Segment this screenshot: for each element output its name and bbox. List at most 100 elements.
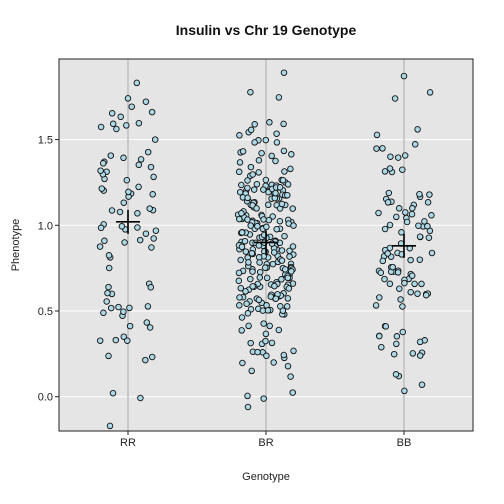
data-point: [97, 167, 104, 174]
data-point: [283, 303, 291, 310]
data-point: [98, 185, 106, 192]
data-point: [117, 113, 124, 121]
data-point: [263, 352, 270, 360]
data-point: [262, 337, 269, 345]
data-point: [403, 218, 411, 226]
data-point: [426, 191, 433, 198]
data-point: [152, 227, 160, 234]
data-point: [247, 126, 255, 134]
data-point: [245, 322, 252, 330]
data-point: [281, 266, 289, 273]
data-point: [254, 222, 261, 230]
data-point: [149, 191, 156, 198]
data-point: [268, 339, 276, 347]
data-point: [238, 181, 245, 189]
data-point: [393, 340, 400, 348]
data-point: [144, 148, 152, 156]
data-point: [265, 216, 273, 224]
data-point: [289, 389, 296, 396]
points: [96, 69, 436, 430]
data-point: [120, 199, 128, 206]
data-point: [381, 275, 388, 283]
data-point: [99, 160, 107, 167]
data-point: [255, 296, 263, 304]
x-tick-label: RR: [120, 437, 136, 449]
data-point: [289, 243, 297, 250]
data-point: [373, 145, 380, 152]
data-point: [284, 181, 292, 188]
data-point: [265, 201, 272, 209]
data-point: [386, 280, 394, 288]
data-point: [107, 304, 115, 312]
data-point: [272, 189, 279, 197]
data-point: [143, 319, 151, 326]
data-point: [398, 229, 405, 236]
data-point: [286, 253, 293, 260]
data-point: [275, 326, 283, 334]
data-point: [135, 161, 143, 169]
data-point: [239, 148, 247, 155]
data-point: [424, 199, 432, 206]
data-point: [236, 294, 243, 301]
data-point: [416, 190, 423, 198]
data-point: [424, 222, 431, 230]
data-point: [263, 223, 270, 231]
data-point: [245, 259, 252, 266]
data-point: [105, 252, 113, 259]
data-point: [123, 176, 131, 184]
data-point: [416, 338, 424, 346]
data-point: [408, 272, 416, 279]
data-point: [248, 367, 255, 375]
data-point: [416, 352, 424, 359]
data-point: [411, 280, 418, 288]
data-point: [260, 395, 267, 402]
y-axis: 0.0 0.5 1.0 1.5: [38, 135, 59, 404]
data-point: [241, 237, 249, 245]
data-point: [378, 343, 385, 351]
data-point: [249, 268, 256, 275]
data-point: [278, 276, 285, 283]
data-point: [418, 280, 425, 288]
data-point: [284, 295, 292, 302]
data-point: [254, 348, 261, 356]
data-point: [124, 95, 132, 102]
data-point: [278, 200, 286, 208]
data-point: [387, 153, 394, 160]
data-point: [255, 169, 262, 176]
data-point: [409, 205, 416, 212]
data-point: [253, 205, 260, 212]
data-point: [235, 269, 243, 277]
data-point: [262, 136, 270, 144]
data-point: [416, 256, 424, 263]
data-point: [238, 327, 245, 334]
data-point: [393, 333, 401, 340]
x-axis-label: Genotype: [242, 471, 290, 483]
data-point: [269, 213, 276, 220]
data-point: [147, 284, 155, 291]
data-point: [386, 165, 394, 172]
data-point: [242, 248, 250, 255]
data-point: [284, 191, 291, 199]
data-point: [120, 333, 128, 340]
data-point: [428, 249, 436, 257]
data-point: [104, 289, 111, 297]
data-point: [397, 296, 404, 303]
data-point: [236, 159, 244, 166]
data-point: [281, 168, 288, 175]
data-point: [150, 173, 157, 181]
data-point: [266, 119, 273, 126]
data-point: [375, 209, 382, 217]
data-point: [289, 205, 296, 212]
data-point: [116, 208, 124, 216]
data-point: [290, 347, 297, 355]
data-point: [244, 403, 252, 411]
data-point: [151, 136, 159, 143]
data-point: [270, 359, 277, 366]
data-point: [408, 210, 416, 218]
data-point: [392, 371, 400, 378]
data-point: [287, 373, 294, 380]
data-point: [377, 269, 385, 276]
data-point: [287, 165, 294, 173]
data-point: [142, 230, 150, 237]
data-point: [249, 171, 256, 178]
